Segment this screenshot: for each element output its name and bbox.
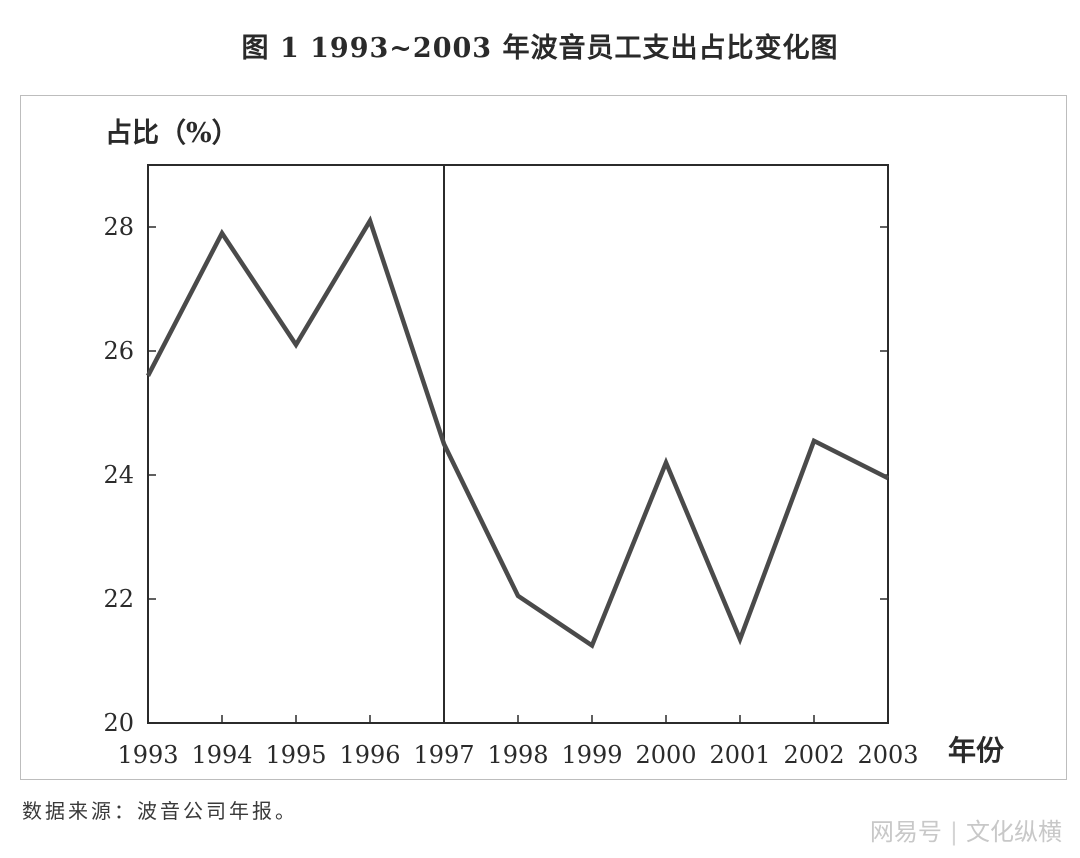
x-axis-title: 年份 [948, 734, 1004, 767]
x-tick-label: 1999 [561, 741, 622, 769]
y-tick-label: 20 [103, 709, 134, 737]
watermark-account: 文化纵横 [966, 818, 1062, 846]
chart-title: 图 1 1993~2003 年波音员工支出占比变化图 [241, 33, 839, 64]
plot-area-border [147, 164, 889, 724]
y-tick-label: 28 [103, 213, 134, 241]
x-tick-label: 1994 [191, 741, 252, 769]
source-note: 数据来源：波音公司年报。 [22, 799, 298, 823]
x-tick-label: 2003 [857, 741, 918, 769]
y-tick-label: 22 [103, 585, 134, 613]
series-line [146, 215, 890, 649]
watermark-brand: 网易号 [869, 818, 942, 846]
y-tick-label: 26 [103, 337, 134, 365]
y-tick-label: 24 [103, 461, 134, 489]
x-tick-label: 1996 [339, 741, 400, 769]
x-tick-label: 1998 [487, 741, 548, 769]
chart-frame [20, 95, 1067, 780]
x-tick-label: 1995 [265, 741, 326, 769]
x-tick-label: 1993 [117, 741, 178, 769]
watermark-separator: | [949, 818, 958, 846]
watermark: 网易号 | 文化纵横 [870, 812, 1062, 847]
x-tick-label: 2002 [783, 741, 844, 769]
x-tick-label: 2000 [635, 741, 696, 769]
y-axis-title: 占比（%） [105, 118, 239, 149]
x-tick-label: 1997 [413, 741, 474, 769]
x-tick-label: 2001 [709, 741, 770, 769]
